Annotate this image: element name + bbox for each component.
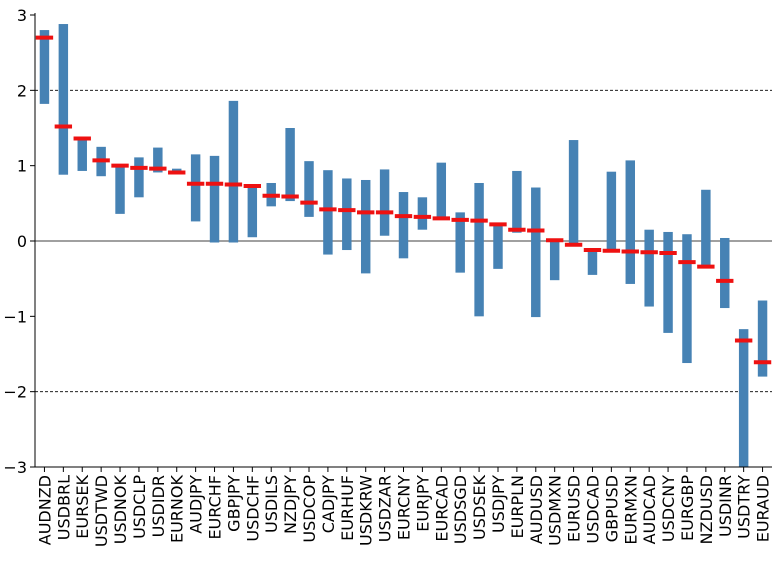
x-tick-label: GBPJPY (224, 475, 243, 532)
range-bar (549, 239, 560, 281)
range-bar (153, 147, 163, 173)
range-bar (228, 100, 239, 243)
x-tick-label: EURHUF (338, 475, 357, 541)
x-tick-label: USDZAR (376, 475, 395, 542)
range-bar (134, 157, 144, 198)
x-tick-label: USDIDR (149, 475, 168, 537)
x-tick-label: AUDUSD (527, 475, 546, 544)
y-tick-labels: −3 −2 −1 0 1 2 3 (3, 6, 27, 477)
range-bar (720, 237, 730, 309)
range-bar (531, 187, 541, 318)
range-bar (247, 184, 258, 238)
y-tick-label: −1 (3, 307, 27, 326)
x-tick-label: USDILS (262, 475, 281, 533)
range-bar (417, 197, 428, 230)
y-tick-label: 0 (17, 232, 27, 251)
y-tick-label: −2 (3, 383, 27, 402)
range-bar (474, 182, 484, 317)
x-tick-label: NZDUSD (697, 475, 716, 544)
x-tick-label: USDSEK (470, 474, 489, 539)
range-bars (39, 24, 768, 467)
range-bar (323, 170, 333, 255)
range-bar (304, 161, 314, 217)
x-tick-label: USDKRW (357, 475, 376, 546)
x-tick-label: USDCAD (583, 475, 602, 544)
range-bar (360, 179, 371, 274)
x-tick-label: NZDJPY (281, 475, 300, 534)
x-tick-label: USDTWD (92, 475, 111, 547)
x-tick-label: USDNOK (111, 475, 130, 545)
x-tick-label: USDJPY (489, 475, 508, 533)
x-tick-label: EURCHF (206, 475, 225, 540)
x-tick-label: AUDJPY (187, 475, 206, 534)
range-bar (58, 24, 69, 175)
range-bar (625, 160, 635, 284)
x-tick-label: EURCNY (395, 475, 414, 540)
axes (30, 13, 772, 472)
y-tick-label: 3 (17, 6, 27, 25)
x-tick-label: EURUSD (565, 475, 584, 542)
range-bar (644, 229, 654, 307)
x-tick-label: EURSEK (73, 475, 92, 539)
range-bar (379, 169, 390, 236)
range-bar (757, 300, 768, 377)
x-tick-label: USDSGD (451, 475, 470, 544)
x-tick-label: USDMXN (546, 475, 565, 546)
x-tick-label: USDTRY (735, 475, 754, 539)
range-bar (398, 192, 409, 259)
range-bar (663, 231, 673, 333)
x-tick-label: EURPLN (508, 475, 527, 538)
range-bar (682, 234, 692, 364)
range-bar (77, 137, 87, 171)
range-bar (342, 178, 352, 251)
range-bar (209, 155, 220, 243)
range-bar (115, 164, 125, 214)
x-tick-label: USDCNY (659, 475, 678, 542)
x-tick-label: EURGBP (678, 475, 697, 541)
x-tick-label: EURCAD (432, 475, 451, 542)
x-tick-label: EURAUD (754, 475, 773, 542)
x-tick-label: GBPUSD (602, 475, 621, 542)
range-bar (285, 128, 295, 202)
range-bar (606, 171, 617, 252)
range-bar (190, 154, 201, 222)
y-tick-label: 2 (17, 81, 27, 100)
x-tick-label: USDCHF (243, 475, 262, 542)
x-tick-label: EURJPY (413, 475, 432, 532)
range-bar (512, 170, 522, 233)
range-bar (436, 162, 447, 219)
x-tick-label: USDCLP (130, 475, 149, 539)
x-tick-label: AUDNZD (35, 475, 54, 545)
x-tick-label: AUDCAD (640, 475, 659, 544)
value-markers (35, 35, 772, 365)
x-tick-label: EURMXN (621, 475, 640, 545)
y-tick-label: −3 (3, 458, 27, 477)
range-bar (39, 30, 50, 104)
range-bar (568, 140, 579, 245)
x-tick-label: USDCOP (300, 475, 319, 543)
range-bar (701, 189, 711, 268)
x-tick-label: USDINR (716, 475, 735, 537)
y-tick-label: 1 (17, 157, 27, 176)
range-bar (493, 223, 503, 269)
x-tick-labels: AUDNZD USDBRL EURSEK USDTWD USDNOK USDCLP USDI… (35, 474, 772, 547)
x-tick-label: USDBRL (54, 475, 73, 540)
range-bar (587, 250, 598, 275)
x-tick-label: EURNOK (168, 475, 187, 544)
range-bar (455, 212, 465, 273)
range-bar (738, 329, 749, 467)
x-tick-label: CADJPY (319, 475, 338, 533)
